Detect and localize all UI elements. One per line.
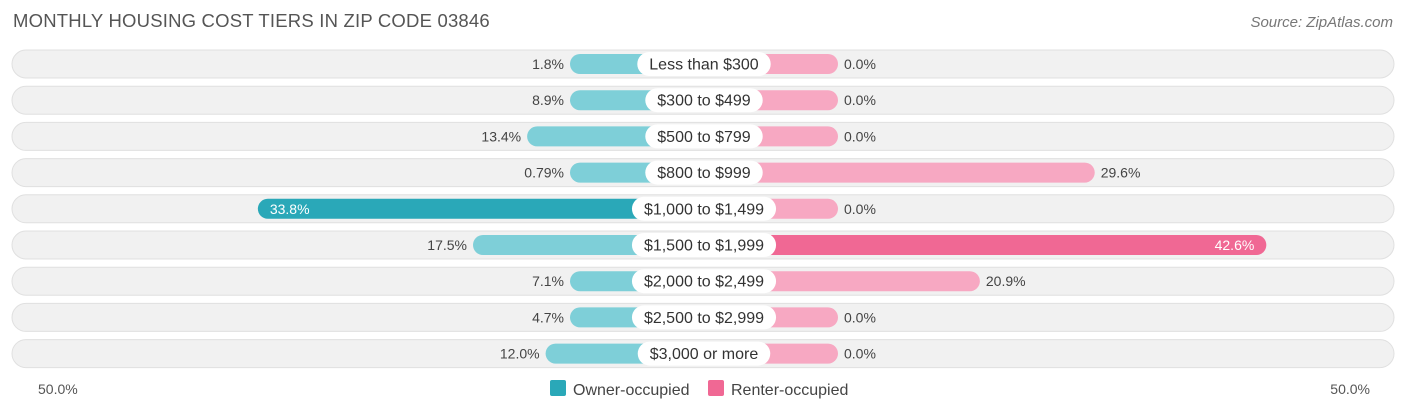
legend-label-owner: Owner-occupied [573,382,690,399]
chart-row: 13.4% 0.0% $500 to $799 [11,121,1395,151]
renter-value-label: 0.0% [844,92,876,108]
axis-right-label: 50.0% [1330,381,1370,397]
owner-bar [257,198,704,219]
owner-value-label: 8.9% [532,92,564,108]
chart-rows: 1.8% 0.0% Less than $300 8.9% 0.0% $300 to $4… [11,49,1395,369]
category-label: $3,000 or more [650,346,759,363]
legend-swatch-owner [550,380,566,396]
chart-axis: 50.0% 50.0% [38,381,1370,397]
legend-swatch-renter [708,380,724,396]
chart-row: 1.8% 0.0% Less than $300 [11,49,1395,79]
category-label: $1,500 to $1,999 [644,238,764,255]
category-pill [637,341,771,366]
owner-value-label: 33.8% [270,201,310,217]
category-label: $800 to $999 [657,165,751,182]
chart-row: 17.5% 42.6% $1,500 to $1,999 [11,230,1395,260]
chart-title: MONTHLY HOUSING COST TIERS IN ZIP CODE 0… [13,10,490,31]
category-pill [645,160,763,185]
category-label: $500 to $799 [657,129,751,146]
chart-row: 8.9% 0.0% $300 to $499 [11,85,1395,115]
owner-value-label: 17.5% [427,237,467,253]
category-label: Less than $300 [649,57,759,74]
owner-value-label: 4.7% [532,309,564,325]
chart-source: Source: ZipAtlas.com [1250,14,1393,31]
renter-value-label: 0.0% [844,201,876,217]
chart-row: 0.79% 29.6% $800 to $999 [11,158,1395,188]
owner-value-label: 1.8% [532,56,564,72]
renter-value-label: 29.6% [1101,165,1141,181]
category-label: $2,000 to $2,499 [644,274,764,291]
category-pill [631,233,777,257]
renter-bar [704,235,1267,255]
renter-value-label: 20.9% [986,273,1026,289]
renter-value-label: 0.0% [844,309,876,325]
owner-value-label: 13.4% [481,128,521,144]
category-pill [631,269,777,294]
owner-value-label: 0.79% [524,165,564,181]
category-pill [637,52,771,76]
chart-row: 33.8% 0.0% $1,000 to $1,499 [11,194,1395,224]
category-pill [645,88,763,113]
renter-value-label: 0.0% [844,346,876,362]
chart-row: 4.7% 0.0% $2,500 to $2,999 [11,302,1395,332]
owner-value-label: 12.0% [500,346,540,362]
renter-value-label: 0.0% [844,56,876,72]
renter-value-label: 42.6% [1215,237,1255,253]
chart-row: 12.0% 0.0% $3,000 or more [11,339,1395,369]
owner-value-label: 7.1% [532,273,564,289]
axis-left-label: 50.0% [38,381,78,397]
legend-item: Renter-occupied [708,380,848,399]
category-label: $1,000 to $1,499 [644,201,764,218]
legend-item: Owner-occupied [550,380,690,399]
chart-legend: Owner-occupied Renter-occupied [550,380,848,399]
legend-label-renter: Renter-occupied [731,382,848,399]
renter-bar [704,162,1095,183]
category-label: $2,500 to $2,999 [644,310,764,327]
category-pill [631,305,777,330]
renter-value-label: 0.0% [844,128,876,144]
category-label: $300 to $499 [657,93,751,110]
category-pill [631,196,777,221]
category-pill [645,124,763,149]
chart-row: 7.1% 20.9% $2,000 to $2,499 [11,266,1395,296]
